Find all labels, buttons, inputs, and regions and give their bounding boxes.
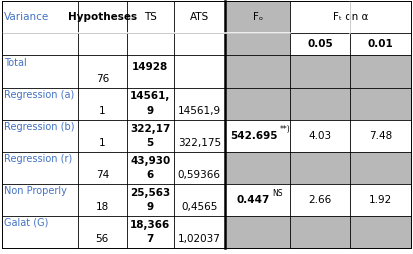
Text: 56: 56 — [96, 234, 109, 244]
Text: TS: TS — [144, 12, 157, 22]
Text: **): **) — [280, 125, 290, 134]
Text: 322,17: 322,17 — [130, 123, 171, 134]
Text: 9: 9 — [147, 106, 154, 116]
Text: 14561,: 14561, — [130, 91, 171, 101]
Text: 18: 18 — [96, 202, 109, 212]
Text: Regression (a): Regression (a) — [4, 90, 74, 100]
Text: Variance: Variance — [4, 12, 50, 22]
Text: 1: 1 — [99, 138, 106, 148]
Text: 5: 5 — [147, 138, 154, 148]
Text: 0,4565: 0,4565 — [181, 202, 218, 212]
Bar — [290, 152, 411, 184]
Text: 4.03: 4.03 — [309, 131, 332, 140]
Text: 1: 1 — [99, 106, 106, 116]
Text: Fₒ: Fₒ — [252, 12, 263, 22]
Text: 0.447: 0.447 — [237, 195, 270, 205]
Text: 18,366: 18,366 — [130, 220, 171, 230]
Text: 1.92: 1.92 — [369, 195, 392, 205]
Text: 0.01: 0.01 — [368, 39, 393, 49]
Text: Total: Total — [4, 57, 27, 68]
Text: 14928: 14928 — [132, 62, 169, 72]
Text: 74: 74 — [96, 170, 109, 180]
Text: 7: 7 — [147, 234, 154, 244]
Bar — [225, 1, 290, 55]
Text: 2.66: 2.66 — [309, 195, 332, 205]
Text: 25,563: 25,563 — [130, 187, 171, 198]
Text: Non Properly: Non Properly — [4, 186, 67, 196]
Bar — [290, 55, 411, 87]
Text: Regression (b): Regression (b) — [4, 122, 75, 132]
Bar — [290, 216, 411, 248]
Text: 6: 6 — [147, 170, 154, 180]
Text: Galat (G): Galat (G) — [4, 218, 48, 228]
Text: 76: 76 — [96, 74, 109, 84]
Text: NS: NS — [272, 189, 282, 198]
Bar — [290, 87, 411, 120]
Text: 1,02037: 1,02037 — [178, 234, 221, 244]
Text: 14561,9: 14561,9 — [178, 106, 221, 116]
Text: 322,175: 322,175 — [178, 138, 221, 148]
Text: ATS: ATS — [190, 12, 209, 22]
Bar — [225, 152, 290, 184]
Text: 43,930: 43,930 — [130, 155, 171, 166]
Text: 0.05: 0.05 — [307, 39, 333, 49]
Text: 542.695: 542.695 — [230, 131, 277, 140]
Bar — [225, 216, 290, 248]
Bar — [225, 55, 290, 87]
Text: 7.48: 7.48 — [369, 131, 392, 140]
Text: 9: 9 — [147, 202, 154, 212]
Text: Fₜ on α: Fₜ on α — [333, 12, 368, 22]
Bar — [225, 87, 290, 120]
Text: Regression (r): Regression (r) — [4, 154, 72, 164]
Text: 0,59366: 0,59366 — [178, 170, 221, 180]
Text: Hypotheses: Hypotheses — [68, 12, 137, 22]
